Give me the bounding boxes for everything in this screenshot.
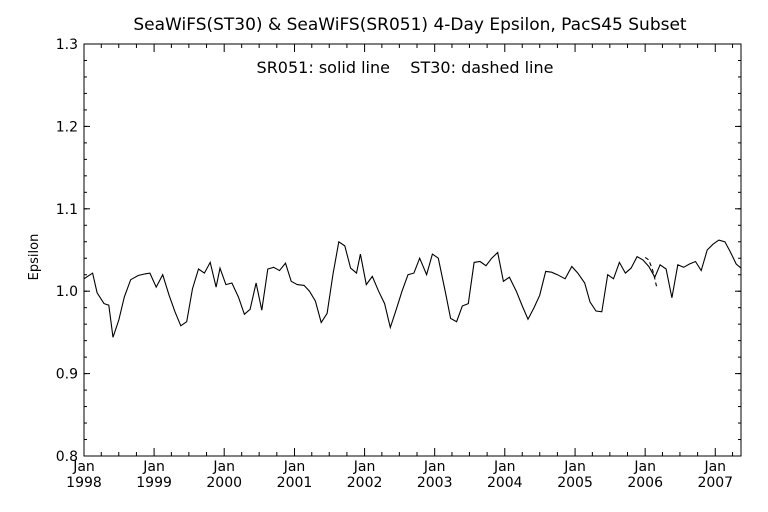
x-tick-year-label: 2003 [417,475,453,491]
x-tick-year-label: 2002 [347,475,383,491]
y-tick-label: 1.2 [56,119,78,135]
chart-title: SeaWiFS(ST30) & SeaWiFS(SR051) 4-Day Eps… [133,15,687,35]
x-tick-month-label: Jan [633,459,656,475]
x-tick-month-label: Jan [703,459,726,475]
x-tick-month-label: Jan [142,459,165,475]
x-tick-month-label: Jan [283,459,306,475]
x-tick-month-label: Jan [493,459,516,475]
series-st30-line [644,256,658,287]
y-tick-label: 1.0 [56,284,78,300]
series-layer [84,239,741,338]
axes: 0.80.91.01.11.21.3Jan1998Jan1999Jan2000J… [56,37,741,491]
y-tick-label: 0.9 [56,367,78,383]
y-tick-label: 0.8 [56,449,78,465]
x-tick-month-label: Jan [563,459,586,475]
x-tick-month-label: Jan [212,459,235,475]
plot-frame [83,43,742,457]
x-tick-year-label: 1998 [66,475,102,491]
x-tick-year-label: 2004 [487,475,523,491]
y-tick-label: 1.1 [56,202,78,218]
x-tick-year-label: 2005 [557,475,593,491]
x-tick-year-label: 1999 [136,475,172,491]
x-tick-month-label: Jan [353,459,376,475]
line-style-annotation: SR051: solid line ST30: dashed line [257,58,554,77]
x-tick-year-label: 2006 [627,475,663,491]
x-tick-year-label: 2007 [697,475,733,491]
x-tick-year-label: 2001 [277,475,313,491]
x-tick-month-label: Jan [423,459,446,475]
y-axis-label: Epsilon [27,234,42,281]
x-tick-year-label: 2000 [206,475,242,491]
series-sr051-line [84,239,741,338]
x-tick-month-label: Jan [72,459,95,475]
y-tick-label: 1.3 [56,37,78,53]
